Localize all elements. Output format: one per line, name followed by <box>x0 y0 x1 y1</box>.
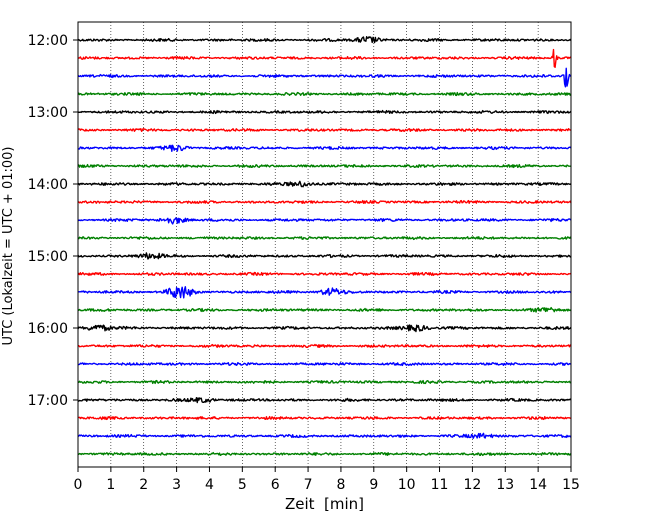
trace-line <box>77 199 572 205</box>
trace-line <box>77 91 572 97</box>
trace-line <box>77 127 572 133</box>
trace-line <box>77 415 572 421</box>
trace-line <box>77 236 572 241</box>
x-axis-title: Zeit [min] <box>285 495 364 513</box>
trace-line <box>77 379 572 385</box>
trace-line <box>77 451 572 457</box>
x-tick-label: 1 <box>106 477 115 493</box>
x-tick-label: 5 <box>238 477 247 493</box>
y-axis-title: UTC (Lokalzeit = UTC + 01:00) <box>1 147 16 346</box>
x-tick-label: 6 <box>271 477 280 493</box>
grid-lines <box>110 22 539 467</box>
x-axis: 0 1 2 3 4 5 6 7 8 9 10 11 12 13 14 15 <box>74 467 580 493</box>
y-tick-label: 17:00 <box>28 393 68 409</box>
y-axis: 12:00 13:00 14:00 15:00 16:00 17:00 <box>28 33 78 409</box>
y-tick-label: 12:00 <box>28 33 68 49</box>
trace-line <box>77 180 572 188</box>
x-tick-label: 0 <box>74 477 83 493</box>
x-tick-label: 3 <box>172 477 181 493</box>
trace-line <box>77 144 572 152</box>
x-tick-label: 14 <box>529 477 547 493</box>
trace-line <box>77 35 572 44</box>
trace-line <box>77 286 572 299</box>
y-tick-label: 14:00 <box>28 177 68 193</box>
trace-line <box>77 252 572 260</box>
trace-line <box>77 217 572 225</box>
trace-line <box>77 397 572 404</box>
x-tick-label: 7 <box>304 477 313 493</box>
trace-line <box>77 306 572 313</box>
trace-group <box>77 35 572 457</box>
x-tick-label: 4 <box>205 477 214 493</box>
y-tick-label: 16:00 <box>28 321 68 337</box>
x-tick-label: 12 <box>463 477 481 493</box>
x-tick-label: 13 <box>496 477 514 493</box>
trace-line <box>77 361 572 367</box>
x-tick-label: 10 <box>398 477 416 493</box>
y-tick-label: 13:00 <box>28 105 68 121</box>
x-tick-label: 15 <box>562 477 580 493</box>
trace-line <box>77 67 572 88</box>
y-tick-label: 15:00 <box>28 249 68 265</box>
trace-line <box>77 109 572 115</box>
x-tick-label: 8 <box>336 477 345 493</box>
x-tick-label: 9 <box>369 477 378 493</box>
trace-line <box>77 432 572 439</box>
trace-line <box>77 163 572 169</box>
trace-line <box>77 48 572 68</box>
x-tick-label: 2 <box>139 477 148 493</box>
trace-line <box>77 271 572 277</box>
x-tick-label: 11 <box>431 477 449 493</box>
plot-frame <box>77 21 572 468</box>
trace-line <box>77 324 572 333</box>
trace-line <box>77 343 572 349</box>
